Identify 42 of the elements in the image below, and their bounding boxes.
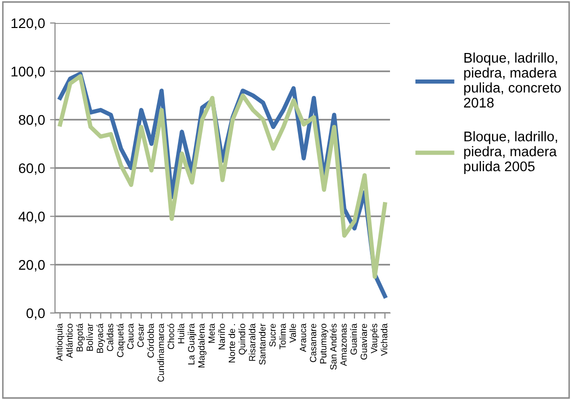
x-tick-label: Cesar bbox=[137, 324, 144, 348]
x-tick-label: Magdalena bbox=[198, 323, 206, 368]
x-tick-label: Boyacá bbox=[96, 323, 105, 353]
y-tick-label: 100,0 bbox=[12, 66, 45, 78]
x-tick-label: Casanare bbox=[310, 324, 316, 362]
legend-label: Bloque, ladrillo, piedra, madera pulida, concreto 2018 bbox=[464, 52, 561, 108]
x-tick-label: Risaralda bbox=[248, 323, 256, 361]
x-tick-label: Córdoba bbox=[147, 323, 154, 358]
x-tick-label: Caquetá bbox=[116, 323, 126, 358]
x-tick-label: Nariño bbox=[218, 324, 225, 350]
legend-label: Bloque, ladrillo, piedra, madera pulida 2005 bbox=[464, 131, 558, 174]
x-tick-label: Chocó bbox=[167, 324, 174, 350]
y-tick-label: 80,0 bbox=[18, 115, 45, 126]
x-tick-label: Norte de . bbox=[228, 324, 236, 362]
x-tick-label: San Andrés bbox=[330, 324, 337, 370]
x-tick-label: Huila bbox=[178, 323, 184, 344]
x-tick-label: Guainía bbox=[350, 323, 357, 355]
x-tick-label: Guaviare bbox=[360, 324, 368, 360]
x-tick-label: Arauca bbox=[300, 323, 306, 352]
x-tick-label: Bolívar bbox=[86, 324, 93, 351]
x-tick-label: Bogotá bbox=[76, 323, 85, 352]
x-tick-label: Vichada bbox=[380, 323, 388, 356]
x-tick-label: Cundinamarca bbox=[157, 323, 164, 382]
x-tick-label: Cauca bbox=[127, 323, 134, 350]
x-tick-label: Atlántico bbox=[66, 324, 73, 358]
x-tick-label: Sucre bbox=[269, 324, 276, 347]
y-tick-label: 40,0 bbox=[18, 212, 45, 224]
y-tick-label: 0,0 bbox=[26, 308, 45, 320]
y-tick-label: 60,0 bbox=[18, 163, 45, 175]
x-tick-label: Antioquia bbox=[56, 323, 64, 362]
x-tick-label: Putumayo bbox=[320, 324, 328, 364]
y-tick-label: 20,0 bbox=[18, 260, 45, 272]
x-tick-label: Quindío bbox=[238, 324, 247, 355]
x-tick-label: Caldas bbox=[106, 324, 114, 352]
x-tick-label: Amazonas bbox=[340, 324, 347, 366]
x-tick-label: Vaupés bbox=[370, 324, 380, 354]
x-tick-label: Valle bbox=[289, 324, 296, 343]
x-tick-label: Tolima bbox=[279, 323, 286, 350]
x-tick-label: La Guajira bbox=[188, 323, 196, 364]
x-tick-label: Santander bbox=[258, 324, 266, 365]
x-tick-label: Meta bbox=[208, 323, 215, 343]
y-tick-label: 120,0 bbox=[12, 18, 45, 30]
